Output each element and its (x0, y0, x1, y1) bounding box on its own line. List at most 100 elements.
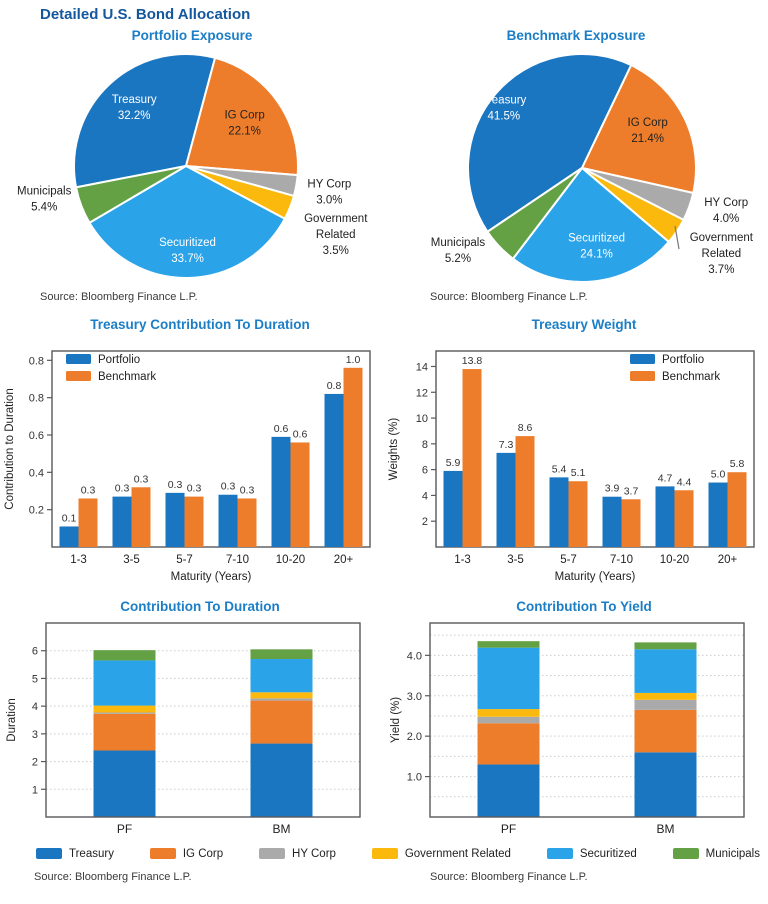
bottom-legend: Treasury IG Corp HY Corp Government Related… (36, 845, 760, 862)
x-tick-label: 3-5 (507, 554, 524, 566)
stack-segment-gov-related-pf (477, 709, 540, 717)
contribution-duration-chart: PF BM 1 2 3 4 5 6 Duration (6, 622, 361, 836)
x-tick-label: 7-10 (226, 554, 249, 566)
pie-slice-securitized (88, 165, 286, 279)
bar-benchmark-3-5 (515, 436, 535, 547)
bar-portfolio-10-20 (655, 486, 675, 547)
x-tick-label: 10-20 (660, 554, 689, 566)
pie-label-ig-corp: 21.4% (631, 133, 664, 145)
bar-portfolio-1-3 (59, 526, 79, 547)
y-tick-label: 4 (32, 701, 38, 713)
pie-label-ig-corp: 22.1% (228, 126, 261, 138)
legend-swatch-municipals (672, 848, 699, 859)
pie-label-hy-corp: HY Corp (704, 197, 748, 209)
pie-slice-ig-corp (185, 56, 300, 177)
y-tick-label: 0.2 (29, 505, 44, 517)
y-tick-label: 4 (422, 490, 428, 502)
x-tick-label: 5-7 (560, 554, 577, 566)
y-tick-label: 2 (32, 757, 38, 769)
contribution-yield-title: Contribution To Yield (516, 599, 652, 614)
legend-label: Municipals (705, 847, 760, 860)
bar-value-label: 13.8 (462, 355, 483, 367)
bar-value-label: 5.4 (552, 463, 567, 475)
treasury-weight-title: Treasury Weight (531, 317, 637, 332)
pie-label-securitized: 33.7% (171, 253, 204, 265)
bar-benchmark-10-20 (674, 490, 694, 547)
bar-value-label: 3.9 (605, 483, 620, 495)
legend-label: Securitized (579, 847, 637, 860)
y-tick-label: 1.0 (407, 772, 422, 784)
treasury-duration-panel: Treasury Contribution To Duration 0.2 0.4… (0, 315, 384, 591)
legend-item-treasury: Treasury (36, 848, 114, 860)
stack-segment-municipals-pf (477, 641, 540, 648)
bar-benchmark-7-10 (237, 498, 257, 547)
x-tick-label: 20+ (334, 554, 354, 566)
x-axis-title: Maturity (Years) (171, 571, 252, 583)
pie-label-government-related: Related (702, 248, 742, 260)
y-tick-label: 0.8 (29, 393, 44, 405)
stack-segment-treasury-pf (93, 750, 156, 817)
bar-benchmark-1-3 (78, 498, 98, 547)
y-tick-label: 14 (416, 361, 428, 373)
y-tick-label: 4.0 (407, 650, 422, 662)
x-axis-title: Maturity (Years) (555, 571, 636, 583)
pie-label-government-related: Government (690, 232, 754, 244)
legend-swatch-ig-corp (149, 848, 176, 859)
bar-portfolio-10-20 (271, 436, 291, 547)
treasury-weight-chart: 2 4 6 8 10 12 14 Weights (%) 5.9 13.8 1-3 7.3 8.6 3-5… (388, 350, 755, 583)
stack-segment-municipals-pf (93, 650, 156, 661)
y-tick-label: 0.4 (29, 467, 44, 479)
pie-slice-securitized (511, 167, 670, 283)
plot-frame (45, 622, 361, 818)
pie-label-government-related: 3.7% (708, 264, 734, 276)
legend-label: HY Corp (292, 847, 336, 860)
bar-value-label: 0.3 (115, 483, 130, 495)
x-tick-label: 7-10 (610, 554, 633, 566)
pie-label-treasury: Treasury (112, 94, 157, 106)
source-note: Source: Bloomberg Finance L.P. (34, 871, 192, 883)
y-tick-label: 3.0 (407, 691, 422, 703)
x-tick-label: 20+ (718, 554, 738, 566)
plot-frame (435, 350, 755, 548)
y-axis-title: Duration (6, 698, 18, 741)
bar-benchmark-10-20 (290, 442, 310, 547)
y-tick-label: 0.6 (29, 430, 44, 442)
bar-value-label: 0.3 (221, 481, 236, 493)
x-tick-label: 1-3 (454, 554, 471, 566)
bar-portfolio-7-10 (218, 494, 238, 547)
treasury-weight-panel: Treasury Weight 2 4 6 8 10 12 14 Weights (%) 5.9… (384, 315, 768, 591)
bar-value-label: 8.6 (518, 422, 533, 434)
y-tick-label: 6 (422, 465, 428, 477)
legend-label-portfolio: Portfolio (662, 354, 704, 366)
legend-item-ig-corp: IG Corp (149, 847, 224, 860)
pie-label-municipals: Municipals (17, 185, 72, 197)
bar-portfolio-20- (324, 393, 344, 547)
x-tick-label: BM (657, 822, 675, 836)
bar-value-label: 0.3 (168, 479, 183, 491)
contribution-duration-panel: Contribution To Duration PF BM 1 2 3 4 5 6 Durat… (0, 597, 384, 841)
pie-slice-ig-corp (581, 64, 698, 194)
bar-value-label: 0.6 (293, 428, 308, 440)
plot-frame (429, 622, 745, 818)
bar-value-label: 0.1 (62, 512, 77, 524)
bar-value-label: 5.9 (446, 457, 461, 469)
bar-value-label: 0.3 (240, 484, 255, 496)
bar-value-label: 5.0 (711, 469, 726, 481)
x-tick-label: 1-3 (70, 554, 87, 566)
legend-item-securitized: Securitized (546, 847, 637, 860)
stack-segment-securitized-pf (477, 647, 540, 710)
pie-label-municipals: 5.2% (445, 253, 471, 265)
bar-value-label: 4.4 (677, 476, 692, 488)
stack-segment-ig-corp-bm (250, 700, 313, 744)
pie-label-securitized: Securitized (568, 232, 625, 244)
stack-segment-securitized-pf (93, 660, 156, 706)
legend-label: IG Corp (182, 847, 224, 860)
bar-portfolio-1-3 (443, 470, 463, 547)
stack-segment-gov-related-bm (250, 692, 313, 699)
source-note: Source: Bloomberg Finance L.P. (40, 291, 198, 303)
pie-label-treasury: Treasury (481, 94, 526, 106)
legend-item-government-related: Government Related (371, 848, 511, 860)
bar-portfolio-20- (708, 482, 728, 547)
pie-slice-municipals (486, 167, 583, 260)
bar-benchmark-5-7 (184, 496, 204, 547)
